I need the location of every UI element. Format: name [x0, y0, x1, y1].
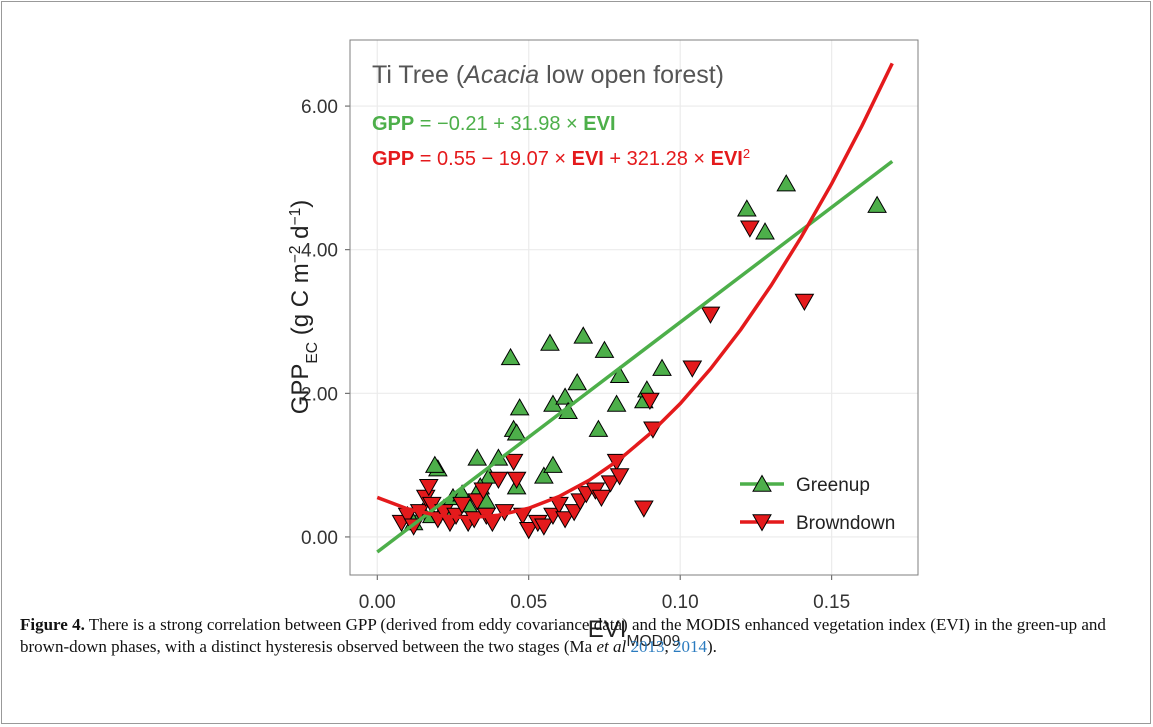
rich-text: EVIMOD09	[588, 616, 680, 650]
rich-text: GPP = 0.55 − 19.07 × EVI + 321.28 × EVI2	[372, 146, 750, 171]
point	[609, 468, 630, 486]
point	[418, 478, 439, 497]
text-part: d	[287, 225, 314, 245]
point	[506, 423, 527, 441]
text-part: EVI	[711, 148, 743, 170]
text-part: Ti Tree (	[372, 61, 465, 89]
text-part: Acacia	[462, 61, 539, 89]
point	[452, 496, 472, 515]
point	[573, 326, 594, 344]
plot-area	[349, 39, 919, 576]
text-part: EVI	[588, 616, 627, 643]
caption-text: Figure 4.	[20, 615, 85, 634]
citation-link[interactable]: 2013	[630, 637, 665, 656]
text-part: 2	[743, 146, 750, 161]
text-part: low open forest)	[539, 61, 724, 89]
point	[700, 306, 721, 324]
point	[509, 398, 530, 416]
text-part: = −0.21 + 31.98 ×	[414, 113, 583, 135]
caption: Figure 4. There is a strong correlation …	[20, 614, 1138, 658]
chart-title: Ti Tree (Acacia low open forest)	[372, 61, 724, 89]
caption-text: ).	[706, 637, 717, 656]
point	[588, 419, 609, 437]
point	[682, 360, 703, 378]
point	[640, 392, 660, 411]
text-part: = 0.55 − 19.07 ×	[414, 148, 571, 170]
legend-marker	[752, 474, 772, 492]
point	[652, 358, 672, 376]
rich-text: GPP = −0.21 + 31.98 × EVI	[372, 113, 616, 135]
rich-text: GPPEC (g C m−2 d−1)	[287, 200, 321, 415]
point	[600, 475, 621, 493]
text-part: EVI	[572, 148, 604, 170]
point	[591, 489, 612, 508]
point	[633, 500, 654, 518]
x-tick-label: 0.05	[510, 592, 547, 613]
y-tick-label: 2.00	[301, 384, 338, 405]
text-part: )	[287, 200, 314, 208]
legend-label: Browndown	[796, 513, 895, 534]
point	[518, 522, 539, 540]
point	[755, 222, 775, 240]
text-part: GPP	[372, 113, 414, 135]
text-part: −1	[287, 208, 304, 226]
point	[609, 365, 630, 384]
caption-text: et al	[596, 637, 627, 656]
point	[467, 448, 488, 466]
text-part: EC	[304, 342, 321, 364]
point	[555, 387, 575, 405]
citation-link[interactable]: 2014	[672, 637, 707, 656]
point	[794, 293, 815, 311]
point	[506, 471, 527, 490]
y-tick-label: 0.00	[301, 528, 338, 549]
x-tick-label: 0.15	[813, 592, 850, 613]
point	[740, 220, 760, 238]
point	[555, 511, 575, 529]
text-part: (g C m	[287, 263, 314, 342]
caption-text: ,	[664, 637, 673, 656]
text-part: MOD09	[626, 633, 680, 650]
point	[473, 482, 494, 500]
text-part: GPP	[372, 148, 414, 170]
y-tick-label: 6.00	[301, 97, 338, 118]
point	[500, 347, 521, 366]
x-tick-label: 0.10	[662, 592, 699, 613]
caption-text: There is a strong correlation between GP…	[20, 615, 1106, 656]
point	[543, 455, 563, 473]
point	[867, 195, 887, 213]
point	[776, 174, 797, 192]
point	[564, 504, 585, 522]
point	[488, 471, 509, 490]
y-tick-label: 4.00	[301, 241, 338, 262]
x-tick-label: 0.00	[359, 592, 396, 613]
point	[567, 372, 588, 391]
point	[594, 340, 615, 358]
point	[424, 455, 445, 473]
text-part: EVI	[583, 113, 615, 135]
legend-label: Greenup	[796, 475, 870, 496]
point	[534, 518, 554, 536]
fit-line	[376, 62, 894, 520]
point	[503, 453, 524, 472]
point	[534, 466, 554, 484]
text-part: −2	[287, 245, 304, 263]
text-part: GPP	[287, 364, 314, 415]
point	[467, 493, 488, 511]
point	[606, 394, 627, 412]
point	[540, 333, 560, 351]
legend-marker	[752, 514, 772, 532]
text-part: + 321.28 ×	[604, 148, 711, 170]
point	[736, 199, 757, 217]
